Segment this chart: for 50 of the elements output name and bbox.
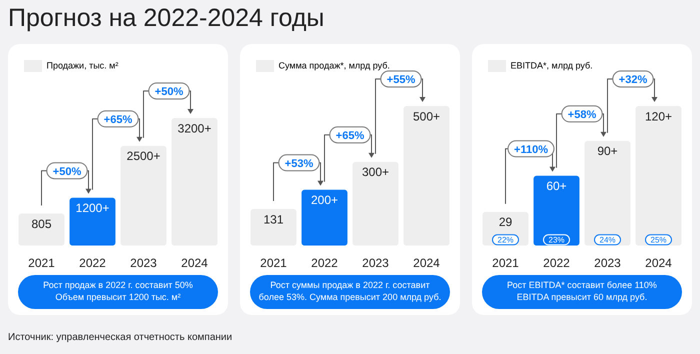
data-label: 805 xyxy=(31,216,52,231)
bar xyxy=(70,198,116,246)
annotation: 23% xyxy=(548,235,565,244)
text: Источник: управленческая отчетность компании xyxy=(8,332,232,343)
x-tick-label: 2021 xyxy=(28,256,56,270)
data-label: 60+ xyxy=(546,179,567,194)
x-tick-label: 2022 xyxy=(311,256,338,270)
x-tick-label: 2024 xyxy=(413,256,440,270)
annotation: +58% xyxy=(568,108,596,121)
x-tick-label: 2023 xyxy=(362,256,390,270)
data-label: 2500+ xyxy=(126,149,160,164)
x-tick-label: 2022 xyxy=(543,256,570,270)
text: +55% xyxy=(386,74,416,86)
bar xyxy=(534,176,580,246)
bar xyxy=(636,106,682,246)
annotation: +110% xyxy=(514,144,548,156)
data-label: 120+ xyxy=(644,109,672,124)
annotation: 24% xyxy=(599,235,616,244)
x-tick-label: 2024 xyxy=(645,256,672,270)
data-label: 200+ xyxy=(310,193,338,208)
legend-label: Продажи, тыс. м² xyxy=(46,60,118,70)
x-tick-label: 2022 xyxy=(79,256,106,270)
data-label: 131 xyxy=(263,212,284,226)
x-tick-label: 2023 xyxy=(594,256,622,270)
data-label: 500+ xyxy=(412,109,440,124)
annotation: +53% xyxy=(284,158,314,170)
annotation: +65% xyxy=(104,114,132,126)
data-label: 1200+ xyxy=(76,201,110,216)
data-label: 90+ xyxy=(597,144,618,158)
annotation: 25% xyxy=(650,235,667,244)
bar xyxy=(302,190,348,246)
text: Рост суммы продаж в 2022 г. составит более 53%. Сумма превысит 200 млрд руб. xyxy=(250,275,450,309)
data-label: 29 xyxy=(498,215,512,230)
text: Рост EBITDA* составит более 110% EBITDA превысит 60 млрд руб. xyxy=(482,275,682,309)
annotation: +65% xyxy=(336,130,364,142)
legend-label: Сумма продаж*, млрд руб. xyxy=(278,60,390,70)
x-tick-label: 2023 xyxy=(130,256,158,270)
data-label: 300+ xyxy=(362,165,390,180)
text: Прогноз на 2022-2024 годы xyxy=(8,4,324,33)
data-label: 3200+ xyxy=(178,121,212,136)
x-tick-label: 2021 xyxy=(492,256,520,270)
text: +50% xyxy=(154,86,184,98)
bar xyxy=(584,140,630,246)
x-tick-label: 2024 xyxy=(181,256,208,270)
annotation: 22% xyxy=(497,235,514,244)
annotation: +50% xyxy=(52,166,82,178)
legend-label: EBITDA*, млрд руб. xyxy=(510,60,593,70)
text: Рост продаж в 2022 г. составит 50% Объем превысит 1200 тыс. м² xyxy=(18,275,218,309)
x-tick-label: 2021 xyxy=(260,256,288,270)
text: +32% xyxy=(618,74,648,86)
